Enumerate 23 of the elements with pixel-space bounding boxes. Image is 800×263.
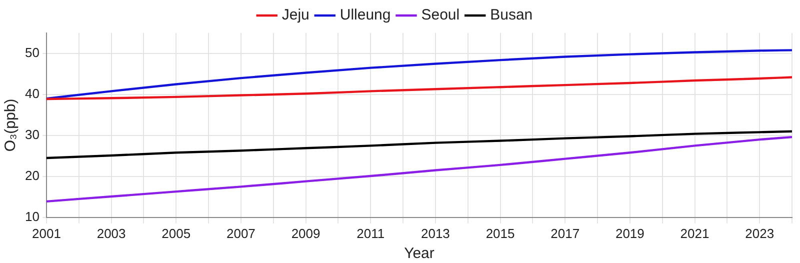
legend-label: Seoul	[421, 6, 460, 24]
x-tick-label: 2013	[420, 226, 450, 241]
x-tick-label: 2015	[486, 226, 515, 241]
x-axis-title: Year	[404, 245, 434, 262]
y-axis-title: O₃(ppb)	[2, 98, 20, 152]
y-tick-label: 40	[24, 86, 40, 102]
x-tick-label: 2011	[356, 226, 385, 241]
legend-label: Ulleung	[340, 6, 391, 24]
x-tick-label: 2001	[32, 226, 61, 241]
x-tick-label: 2021	[680, 226, 710, 241]
legend-label: Jeju	[282, 6, 310, 24]
x-tick-label: 2017	[550, 226, 580, 241]
y-tick-label: 50	[24, 45, 40, 60]
x-tick-label: 2003	[96, 226, 126, 241]
x-tick-label: 2005	[162, 226, 191, 241]
y-tick-label: 10	[24, 208, 40, 224]
x-tick-label: 2009	[291, 226, 320, 241]
y-tick-label: 20	[24, 168, 40, 183]
y-tick-label: 30	[24, 127, 40, 142]
x-tick-label: 2007	[226, 226, 256, 241]
legend-label: Busan	[490, 6, 533, 24]
x-tick-label: 2023	[745, 226, 774, 241]
x-tick-label: 2019	[615, 226, 644, 241]
